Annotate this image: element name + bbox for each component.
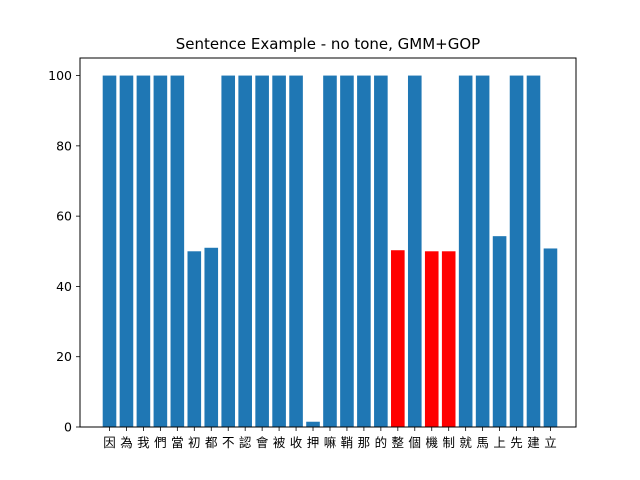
x-tick-label-7: 不 xyxy=(222,435,235,450)
x-tick-label-24: 先 xyxy=(510,435,523,450)
bar-25 xyxy=(526,75,541,427)
y-tick-label-0: 0 xyxy=(64,420,72,435)
bar-4 xyxy=(170,75,185,427)
bar-0 xyxy=(102,75,117,427)
x-axis: 因為我們當初都不認會被收押嘛鞘那的整個機制就馬上先建立 xyxy=(103,427,557,450)
x-tick-label-1: 為 xyxy=(120,435,133,450)
y-tick-label-3: 60 xyxy=(56,209,72,224)
x-tick-label-22: 馬 xyxy=(476,435,489,450)
bars-group xyxy=(102,75,558,427)
bar-10 xyxy=(272,75,286,427)
bar-20 xyxy=(441,251,456,427)
x-tick-label-23: 上 xyxy=(493,435,506,450)
x-tick-label-14: 鞘 xyxy=(341,435,354,450)
x-tick-label-5: 初 xyxy=(188,435,201,450)
x-tick-label-6: 都 xyxy=(205,435,218,450)
bar-6 xyxy=(204,247,219,427)
x-tick-label-0: 因 xyxy=(103,435,116,450)
x-tick-label-17: 整 xyxy=(392,435,405,450)
chart-title: Sentence Example - no tone, GMM+GOP xyxy=(176,35,480,53)
bar-22 xyxy=(475,75,490,427)
x-tick-label-15: 那 xyxy=(358,435,371,450)
bar-15 xyxy=(357,75,371,427)
x-tick-label-10: 被 xyxy=(273,435,286,450)
bar-11 xyxy=(289,75,303,427)
x-tick-label-12: 押 xyxy=(307,435,320,450)
plot-frame xyxy=(79,57,577,428)
x-tick-label-25: 建 xyxy=(527,435,540,450)
y-tick-label-1: 20 xyxy=(56,349,72,364)
x-tick-label-9: 會 xyxy=(256,435,269,450)
y-tick-label-5: 100 xyxy=(48,68,72,83)
x-tick-label-2: 我 xyxy=(137,435,150,450)
x-tick-label-21: 就 xyxy=(459,435,472,450)
x-tick-label-13: 嘛 xyxy=(324,435,337,450)
x-tick-label-4: 當 xyxy=(171,435,184,450)
bar-14 xyxy=(340,75,354,427)
bar-3 xyxy=(153,75,168,427)
x-tick-label-16: 的 xyxy=(375,435,388,450)
x-tick-label-18: 個 xyxy=(409,435,422,450)
bar-8 xyxy=(238,75,252,427)
bar-17 xyxy=(391,250,405,427)
x-tick-label-19: 機 xyxy=(425,435,438,450)
bar-7 xyxy=(221,75,236,427)
bar-26 xyxy=(543,248,558,427)
bar-1 xyxy=(119,75,134,427)
x-tick-label-3: 們 xyxy=(154,435,167,450)
x-tick-label-8: 認 xyxy=(239,435,252,450)
x-tick-label-26: 立 xyxy=(544,435,557,450)
bar-19 xyxy=(424,251,439,427)
y-tick-label-2: 40 xyxy=(56,279,72,294)
x-tick-label-20: 制 xyxy=(442,435,455,450)
bar-2 xyxy=(136,75,151,427)
bar-24 xyxy=(509,75,524,427)
bar-9 xyxy=(255,75,269,427)
bar-13 xyxy=(323,75,337,427)
x-tick-label-11: 收 xyxy=(290,435,303,450)
bar-21 xyxy=(458,75,473,427)
y-tick-label-4: 80 xyxy=(56,138,72,153)
bar-5 xyxy=(187,251,202,427)
bar-23 xyxy=(492,236,507,427)
bar-18 xyxy=(407,75,422,427)
bar-16 xyxy=(374,75,388,427)
y-axis: 0 20 40 60 80 100 xyxy=(48,68,80,435)
bar-12 xyxy=(306,421,320,427)
